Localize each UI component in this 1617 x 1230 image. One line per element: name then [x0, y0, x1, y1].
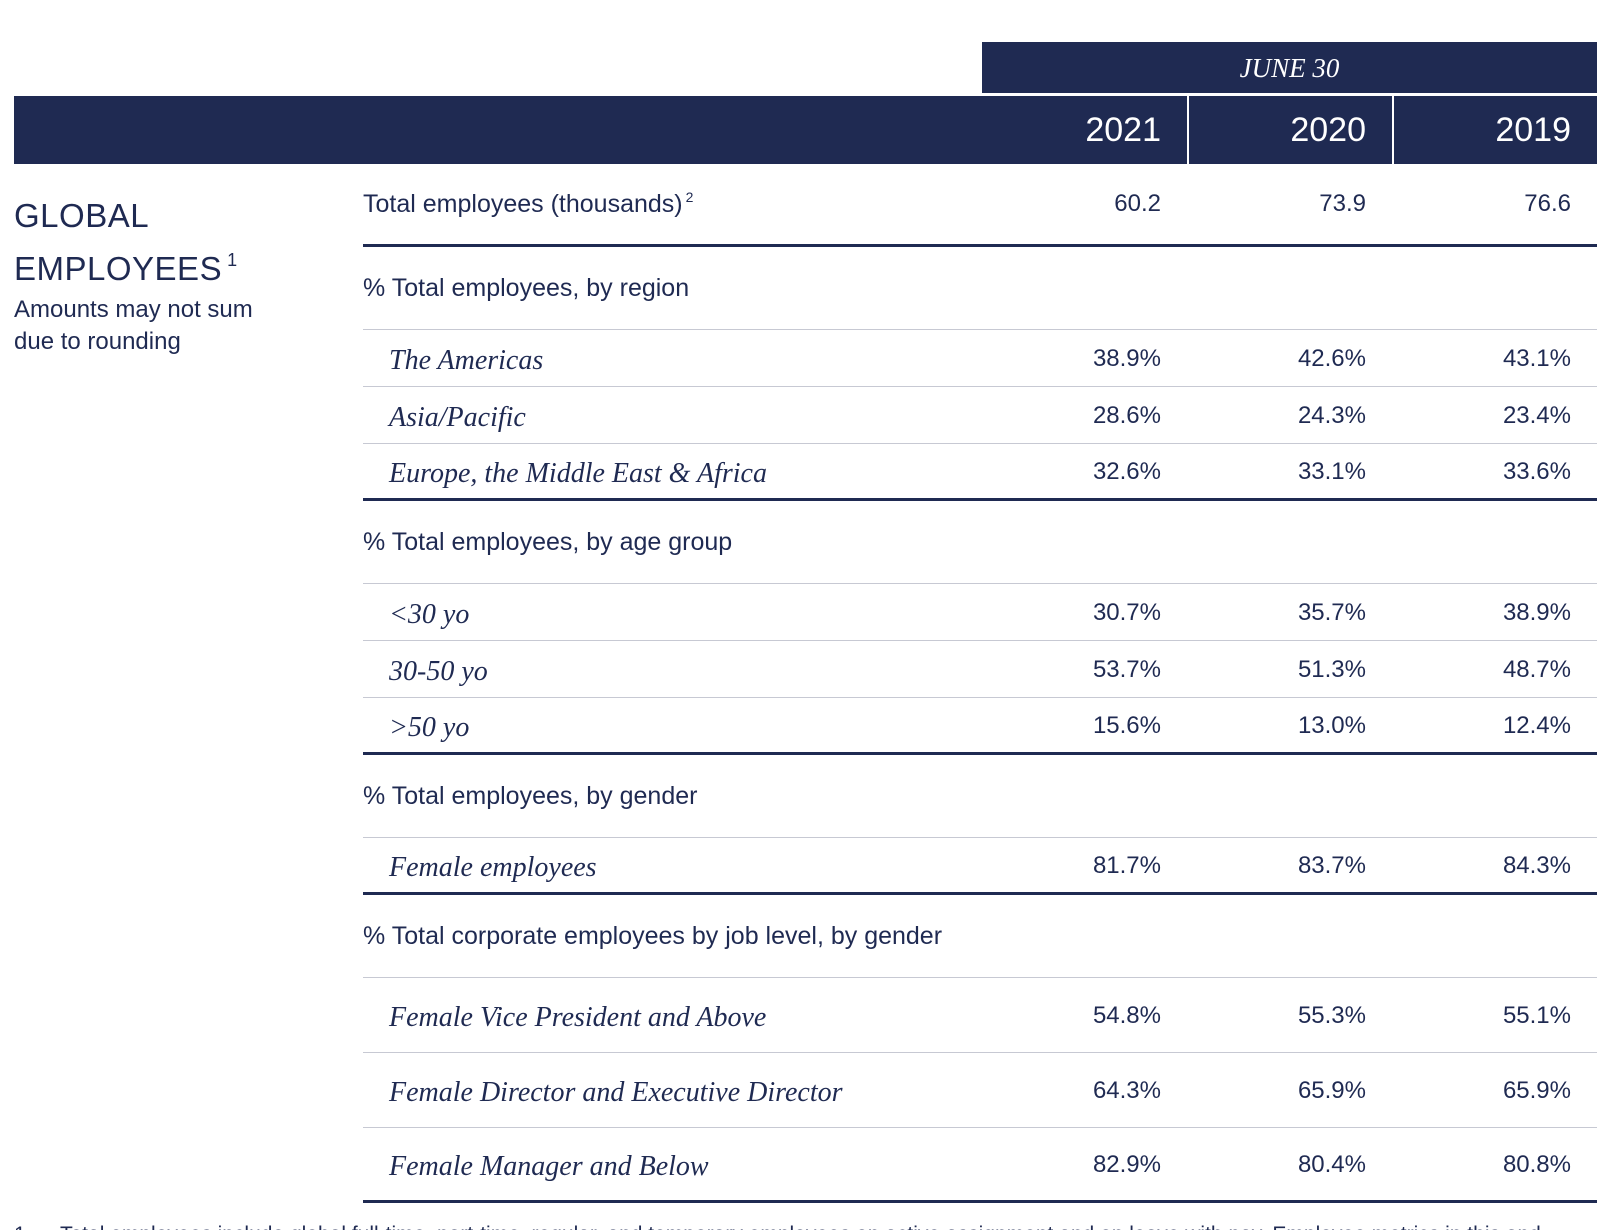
table-row: Europe, the Middle East & Africa 32.6% 3… [363, 444, 1597, 501]
row-label: Female Vice President and Above [389, 1002, 767, 1033]
group-header-gender: % Total employees, by gender [363, 755, 1597, 838]
cell-2021: 32.6% [1092, 458, 1161, 485]
section-note: Amounts may not sum due to rounding [14, 294, 253, 358]
cell-2020: 13.0% [1297, 712, 1366, 739]
group-label: % Total corporate employees by job level… [363, 921, 943, 950]
year-2019-header: 2019 [1392, 96, 1597, 164]
row-label: Asia/Pacific [389, 402, 526, 433]
row-label: Total employees (thousands) 2 [363, 189, 694, 218]
cell-2021: 38.9% [1092, 345, 1161, 372]
row-label: 30-50 yo [389, 656, 488, 687]
section-title-line1: GLOBAL [14, 197, 150, 234]
table-row: >50 yo 15.6% 13.0% 12.4% [363, 698, 1597, 755]
section-note-line1: Amounts may not sum [14, 296, 253, 323]
cell-2019: 48.7% [1502, 656, 1571, 683]
section-title-footnote-ref: 1 [227, 250, 238, 270]
cell-2019: 12.4% [1502, 712, 1571, 739]
cell-2020: 55.3% [1297, 1002, 1366, 1029]
cell-2020: 80.4% [1297, 1151, 1366, 1178]
cell-2020: 73.9 [1319, 190, 1366, 217]
table-row: Asia/Pacific 28.6% 24.3% 23.4% [363, 387, 1597, 444]
cell-2019: 76.6 [1524, 190, 1571, 217]
period-header: JUNE 30 [982, 42, 1597, 93]
group-label: % Total employees, by age group [363, 527, 733, 556]
cell-2019: 33.6% [1502, 458, 1571, 485]
cell-2021: 82.9% [1092, 1151, 1161, 1178]
cell-2020: 33.1% [1297, 458, 1366, 485]
cell-2021: 60.2 [1114, 190, 1161, 217]
group-header-age: % Total employees, by age group [363, 501, 1597, 584]
cell-2021: 53.7% [1092, 656, 1161, 683]
table-row: The Americas 38.9% 42.6% 43.1% [363, 330, 1597, 387]
cell-2019: 23.4% [1502, 402, 1571, 429]
total-footnote-ref: 2 [685, 189, 694, 205]
row-label: <30 yo [389, 599, 470, 630]
cell-2021: 28.6% [1092, 402, 1161, 429]
cell-2020: 24.3% [1297, 402, 1366, 429]
table-row: Female employees 81.7% 83.7% 84.3% [363, 838, 1597, 895]
table-row-total-employees: Total employees (thousands) 2 60.2 73.9 7… [363, 164, 1597, 247]
cell-2021: 81.7% [1092, 852, 1161, 879]
cell-2019: 80.8% [1502, 1151, 1571, 1178]
cell-2020: 83.7% [1297, 852, 1366, 879]
section-title: GLOBAL EMPLOYEES 1 [14, 194, 238, 291]
cell-2020: 51.3% [1297, 656, 1366, 683]
group-label: % Total employees, by region [363, 273, 690, 302]
group-header-region: % Total employees, by region [363, 247, 1597, 330]
year-2020-header: 2020 [1187, 96, 1392, 164]
cell-2021: 30.7% [1092, 599, 1161, 626]
row-label: Europe, the Middle East & Africa [389, 458, 767, 489]
cell-2021: 64.3% [1092, 1077, 1161, 1104]
row-label: The Americas [389, 345, 544, 376]
row-label: Female employees [389, 852, 597, 883]
footnote: 1. Total employees include global full-t… [14, 1222, 1541, 1230]
cell-2020: 42.6% [1297, 345, 1366, 372]
cell-2021: 15.6% [1092, 712, 1161, 739]
cell-2019: 43.1% [1502, 345, 1571, 372]
cell-2020: 35.7% [1297, 599, 1366, 626]
footnote-text: Total employees include global full-time… [60, 1222, 1541, 1230]
group-label: % Total employees, by gender [363, 781, 698, 810]
table-row: Female Manager and Below 82.9% 80.4% 80.… [363, 1128, 1597, 1203]
table-row: Female Vice President and Above 54.8% 55… [363, 978, 1597, 1053]
cell-2019: 84.3% [1502, 852, 1571, 879]
cell-2019: 38.9% [1502, 599, 1571, 626]
row-label: Female Director and Executive Director [389, 1077, 843, 1108]
cell-2020: 65.9% [1297, 1077, 1366, 1104]
group-header-job-level: % Total corporate employees by job level… [363, 895, 1597, 978]
section-title-line2: EMPLOYEES [14, 250, 223, 287]
table-row: <30 yo 30.7% 35.7% 38.9% [363, 584, 1597, 641]
cell-2019: 55.1% [1502, 1002, 1571, 1029]
table-row: Female Director and Executive Director 6… [363, 1053, 1597, 1128]
table-row: 30-50 yo 53.7% 51.3% 48.7% [363, 641, 1597, 698]
cell-2021: 54.8% [1092, 1002, 1161, 1029]
row-label: >50 yo [389, 712, 470, 743]
row-label: Female Manager and Below [389, 1151, 709, 1182]
section-note-line2: due to rounding [14, 328, 181, 355]
cell-2019: 65.9% [1502, 1077, 1571, 1104]
year-2021-header: 2021 [1085, 110, 1161, 149]
footnote-number: 1. [14, 1222, 60, 1230]
employee-metrics-table: Total employees (thousands) 2 60.2 73.9 7… [363, 164, 1597, 1203]
year-header-bar [14, 96, 1597, 164]
